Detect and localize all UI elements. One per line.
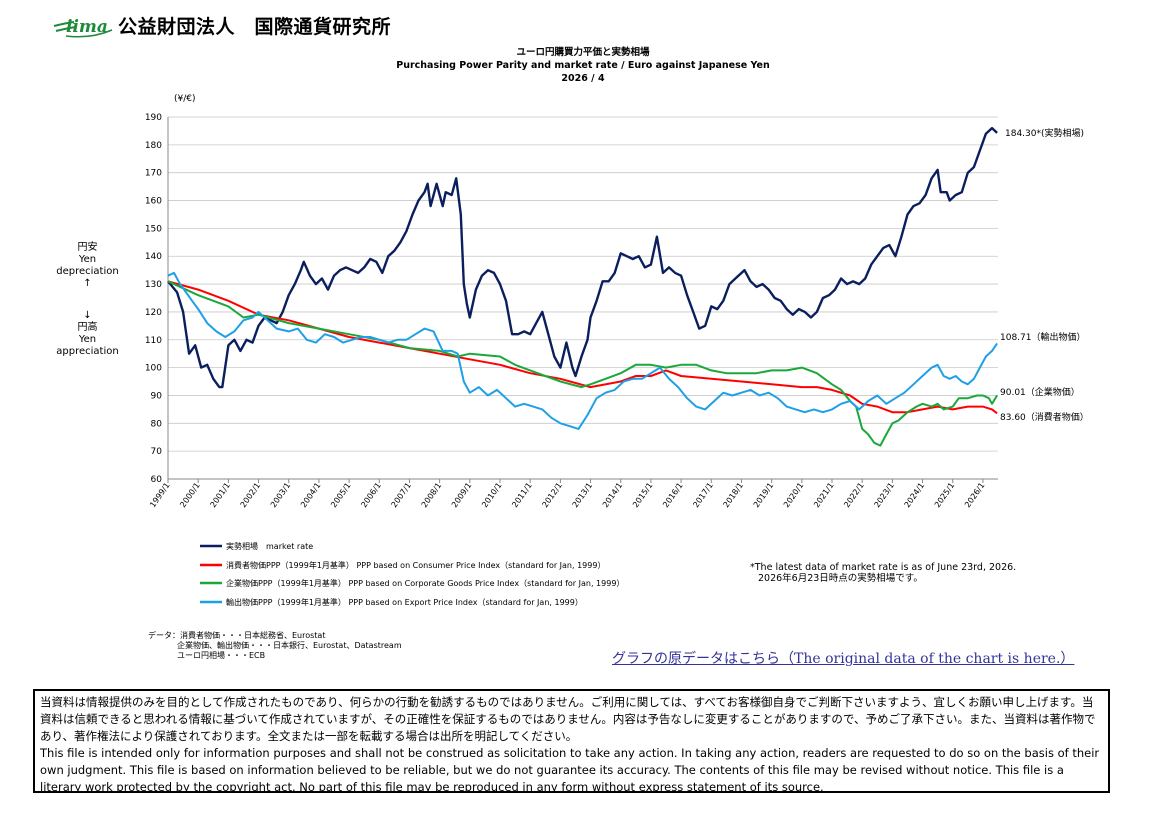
y-tick-label: 180 (145, 141, 162, 151)
x-tick-label: 2001/1 (208, 481, 232, 509)
x-tick-label: 2004/1 (299, 481, 323, 509)
x-tick-label: 2007/1 (390, 481, 414, 509)
disclaimer-en: This file is intended only for informati… (40, 746, 1100, 793)
series-end-labels: 184.30*(実勢相場) 83.60（消費者物価） 90.01（企業物価） 108.… (1000, 127, 1089, 423)
original-data-link[interactable]: グラフの原データはこちら（The original data of the ch… (612, 651, 1075, 667)
footnote-ja: 2026年6月23日時点の実勢相場です。 (758, 572, 923, 584)
x-tick-label: 2023/1 (872, 481, 896, 509)
y-tick-label: 150 (145, 224, 162, 234)
chart-period: 2026 / 4 (561, 73, 605, 84)
grid-lines (167, 116, 998, 480)
x-tick-label: 2015/1 (631, 481, 655, 509)
org-name: 公益財団法人 国際通貨研究所 (118, 16, 392, 38)
legend: 実勢相場 market rate 消費者物価PPP（1999年1月基準） PPP … (200, 541, 624, 607)
x-tick-label: 2013/1 (571, 481, 595, 509)
y-tick-label: 160 (145, 197, 162, 207)
y-tick-label: 60 (151, 475, 163, 485)
series-line-3 (167, 280, 998, 447)
y-tick-label: 130 (145, 280, 162, 290)
x-tick-label: 2003/1 (269, 481, 293, 509)
x-tick-label: 2019/1 (752, 481, 776, 509)
series-end-label-1: 184.30*(実勢相場) (1005, 127, 1084, 139)
x-tick-label: 2010/1 (480, 481, 504, 509)
x-tick-label: 2017/1 (691, 481, 715, 509)
y-tick-label: 120 (145, 308, 162, 318)
data-source-3: ユーロ円相場・・・ECB (177, 650, 265, 660)
disclaimer-ja: 当資料は情報提供のみを目的として作成されたものであり、何らかの行動を勧誘するもの… (40, 695, 1096, 743)
footnote-en: *The latest data of market rate is as of… (750, 562, 1016, 573)
x-tick-label: 2008/1 (420, 481, 444, 509)
y-tick-labels: 60 70 80 90 100 110 120 130 140 150 160 170 180 190 (145, 113, 162, 485)
y-tick-label: 70 (151, 447, 163, 457)
x-tick-label: 2002/1 (239, 481, 263, 509)
series-line-2 (167, 280, 998, 415)
y-tick-label: 190 (145, 113, 162, 123)
x-tick-label: 2012/1 (540, 481, 564, 509)
x-tick-label: 2016/1 (661, 481, 685, 509)
y-tick-label: 170 (145, 169, 162, 179)
ppp-line-chart: ユーロ円購買力平価と実勢相場 Purchasing Power Parity a… (145, 46, 1089, 660)
legend-label-1: 実勢相場 market rate (226, 541, 313, 551)
legend-label-2: 消費者物価PPP（1999年1月基準） PPP based on Consume… (226, 560, 605, 570)
legend-label-3: 企業物価PPP（1999年1月基準） PPP based on Corporat… (226, 578, 624, 588)
series-end-label-3: 90.01（企業物価） (1000, 386, 1080, 398)
y-tick-label: 80 (151, 419, 163, 429)
x-tick-label: 2024/1 (903, 481, 927, 509)
yen-appreciation-label: ↓ 円高 Yen appreciation (56, 310, 119, 357)
data-source-1: データ：消費者物価・・・日本総務省、Eurostat (148, 630, 325, 640)
x-tick-label: 2000/1 (178, 481, 202, 509)
series-end-label-2: 83.60（消費者物価） (1000, 411, 1089, 423)
disclaimer-box: 当資料は情報提供のみを目的として作成されたものであり、何らかの行動を勧誘するもの… (33, 689, 1110, 793)
chart-title: ユーロ円購買力平価と実勢相場 (516, 46, 650, 58)
x-tick-label: 2005/1 (329, 481, 353, 509)
series-end-label-4: 108.71（輸出物価） (1000, 331, 1086, 343)
x-tick-label: 2011/1 (510, 481, 534, 509)
x-tick-label: 2022/1 (842, 481, 866, 509)
series-line-4 (167, 271, 998, 430)
y-axis-unit: (¥/€) (174, 94, 196, 104)
x-tick-label: 2025/1 (933, 481, 957, 509)
chart-subtitle: Purchasing Power Parity and market rate … (396, 60, 770, 71)
y-tick-label: 110 (145, 336, 162, 346)
x-tick-labels: 1999/1 2000/1 2001/1 2002/1 2003/1 2004/1 2005… (148, 479, 987, 509)
org-logo: iima 公益財団法人 国際通貨研究所 (52, 8, 412, 42)
y-tick-label: 100 (145, 364, 162, 374)
x-tick-label: 2014/1 (601, 481, 625, 509)
legend-label-4: 輸出物価PPP（1999年1月基準） PPP based on Export P… (226, 597, 583, 607)
iima-logo-mark: iima (53, 17, 113, 38)
series-lines (167, 126, 998, 447)
y-tick-label: 90 (151, 391, 163, 401)
x-tick-label: 2018/1 (722, 481, 746, 509)
y-tick-label: 140 (145, 252, 162, 262)
yen-depreciation-label: 円安 Yen depreciation ↑ (56, 242, 119, 289)
x-tick-label: 2026/1 (963, 481, 987, 509)
x-tick-label: 2021/1 (812, 481, 836, 509)
x-tick-label: 1999/1 (148, 481, 172, 509)
svg-text:iima: iima (66, 17, 108, 37)
x-tick-label: 2009/1 (450, 481, 474, 509)
data-source-2: 企業物価、輸出物価・・・日本銀行、Eurostat、Datastream (177, 640, 402, 650)
x-tick-label: 2020/1 (782, 481, 806, 509)
x-tick-label: 2006/1 (359, 481, 383, 509)
series-line-1 (167, 126, 998, 389)
